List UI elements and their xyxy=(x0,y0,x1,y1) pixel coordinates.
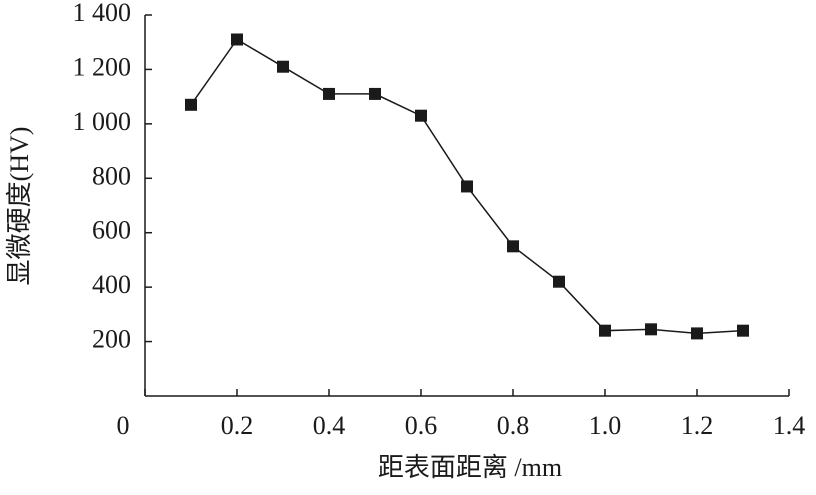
marker xyxy=(323,87,335,100)
marker xyxy=(691,327,703,340)
marker xyxy=(461,180,473,193)
marker xyxy=(277,60,289,73)
x-tick-label: 0.2 xyxy=(221,411,254,440)
y-tick-label: 400 xyxy=(92,270,131,299)
y-tick-label: 1 200 xyxy=(73,52,132,81)
x-tick-label: 1.4 xyxy=(773,411,806,440)
x-tick-label: 0.8 xyxy=(497,411,530,440)
marker xyxy=(599,324,611,337)
y-tick-label: 600 xyxy=(92,216,131,245)
marker xyxy=(369,87,381,100)
marker xyxy=(737,324,749,337)
y-axis-label: 显微硬度(HV) xyxy=(5,127,34,286)
y-tick-label: 1 000 xyxy=(73,107,132,136)
marker xyxy=(507,240,519,253)
x-axis-label: 距表面距离 /mm xyxy=(378,453,562,482)
x-tick-label: 1.2 xyxy=(681,411,714,440)
marker xyxy=(553,275,565,288)
marker xyxy=(231,33,243,46)
marker xyxy=(415,109,427,122)
y-tick-label: 1 400 xyxy=(73,0,132,27)
x-tick-label: 0.4 xyxy=(313,411,346,440)
x-tick-label: 1.0 xyxy=(589,411,622,440)
x-tick-label: 0 xyxy=(117,411,130,440)
y-tick-label: 800 xyxy=(92,161,131,190)
x-tick-label: 0.6 xyxy=(405,411,438,440)
marker xyxy=(185,98,197,111)
y-tick-label: 200 xyxy=(92,325,131,354)
marker xyxy=(645,323,657,336)
